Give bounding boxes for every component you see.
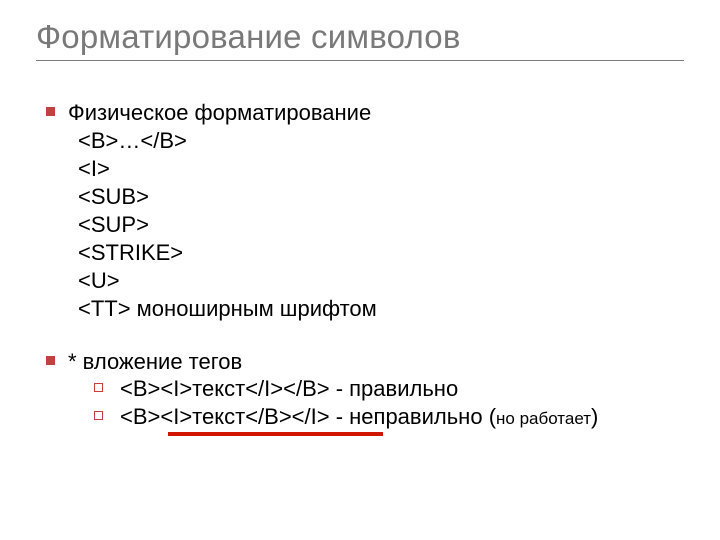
bullet-marker-icon: [46, 348, 68, 365]
paren-open: (: [489, 404, 496, 429]
sub-item-main: <B><I>текст</B></I> - неправильно: [120, 404, 489, 429]
code-line: <TT> моноширным шрифтом: [78, 295, 684, 323]
title-underline: [36, 60, 684, 61]
code-line: <STRIKE>: [78, 239, 684, 267]
bullet-section-1: Физическое форматирование <B>…</B> <I> <…: [46, 99, 684, 324]
bullet-item: * вложение тегов: [46, 348, 684, 376]
bullet-section-2: * вложение тегов <B><I>текст</I></B> - п…: [46, 348, 684, 437]
list-item: <B><I>текст</B></I> - неправильно (но ра…: [94, 403, 684, 431]
sub-bullet-icon: [94, 403, 120, 420]
slide-title: Форматирование символов: [36, 18, 684, 56]
sub-bullet-icon: [94, 375, 120, 392]
bullet-heading: Физическое форматирование: [68, 99, 684, 127]
bullet-marker-icon: [46, 99, 68, 116]
red-underline: [168, 432, 383, 436]
paren-close: ): [591, 404, 598, 429]
bullet-item: Физическое форматирование: [46, 99, 684, 127]
sub-list: <B><I>текст</I></B> - правильно <B><I>те…: [94, 375, 684, 436]
spacer: [36, 324, 684, 348]
code-line: <B>…</B>: [78, 127, 684, 155]
code-line: <I>: [78, 155, 684, 183]
sub-item-text: <B><I>текст</I></B> - правильно: [120, 375, 458, 403]
code-line: <SUB>: [78, 183, 684, 211]
list-item: <B><I>текст</I></B> - правильно: [94, 375, 684, 403]
sub-item-text: <B><I>текст</B></I> - неправильно (но ра…: [120, 403, 598, 431]
code-lines: <B>…</B> <I> <SUB> <SUP> <STRIKE> <U> <T…: [78, 127, 684, 324]
sub-item-tail: но работает: [496, 409, 591, 428]
slide: Форматирование символов Физическое форма…: [0, 0, 720, 540]
code-line: <U>: [78, 267, 684, 295]
code-line: <SUP>: [78, 211, 684, 239]
bullet-heading: * вложение тегов: [68, 348, 684, 376]
